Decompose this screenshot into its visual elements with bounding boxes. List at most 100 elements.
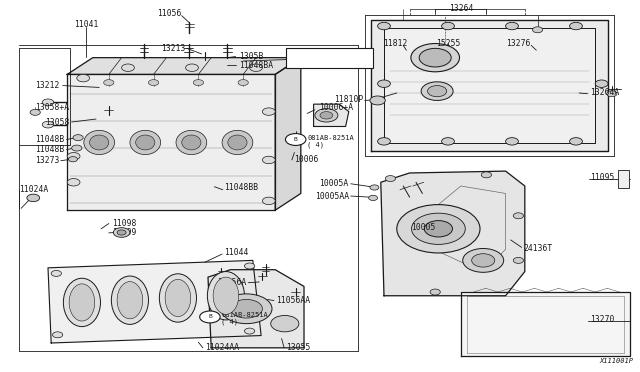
Circle shape bbox=[186, 64, 198, 71]
Text: 10006: 10006 bbox=[294, 155, 319, 164]
Text: 13276: 13276 bbox=[506, 39, 531, 48]
Circle shape bbox=[570, 138, 582, 145]
Polygon shape bbox=[48, 260, 261, 343]
Text: 13212: 13212 bbox=[35, 81, 60, 90]
Polygon shape bbox=[67, 58, 301, 74]
Text: 11048B: 11048B bbox=[35, 145, 65, 154]
Circle shape bbox=[513, 257, 524, 263]
Text: 10005A: 10005A bbox=[319, 179, 349, 187]
Text: 11041: 11041 bbox=[74, 20, 99, 29]
Text: 10005AA: 10005AA bbox=[315, 192, 349, 201]
Circle shape bbox=[385, 176, 396, 182]
Bar bbox=[618, 170, 629, 188]
Circle shape bbox=[513, 213, 524, 219]
Ellipse shape bbox=[222, 131, 253, 155]
Text: B: B bbox=[208, 314, 212, 320]
Text: ( 4): ( 4) bbox=[307, 141, 324, 148]
Text: 11048BA: 11048BA bbox=[239, 61, 273, 70]
Text: 11098: 11098 bbox=[112, 219, 136, 228]
Circle shape bbox=[421, 82, 453, 100]
Circle shape bbox=[113, 228, 130, 237]
Polygon shape bbox=[314, 104, 349, 126]
Ellipse shape bbox=[228, 135, 247, 150]
Circle shape bbox=[378, 22, 390, 30]
Ellipse shape bbox=[165, 279, 191, 317]
Circle shape bbox=[411, 44, 460, 72]
Circle shape bbox=[370, 185, 379, 190]
Circle shape bbox=[77, 74, 90, 82]
Ellipse shape bbox=[182, 135, 201, 150]
Circle shape bbox=[244, 263, 255, 269]
Circle shape bbox=[430, 289, 440, 295]
Circle shape bbox=[67, 153, 80, 160]
Text: B: B bbox=[294, 137, 298, 142]
Text: 1305B: 1305B bbox=[239, 52, 263, 61]
Circle shape bbox=[68, 157, 77, 162]
Circle shape bbox=[419, 48, 451, 67]
Circle shape bbox=[117, 230, 126, 235]
Circle shape bbox=[424, 221, 452, 237]
Polygon shape bbox=[381, 171, 525, 296]
Circle shape bbox=[193, 80, 204, 86]
Circle shape bbox=[570, 22, 582, 30]
Text: 15255: 15255 bbox=[436, 39, 460, 48]
Circle shape bbox=[73, 135, 83, 141]
Circle shape bbox=[30, 109, 40, 115]
Circle shape bbox=[481, 172, 492, 178]
Text: 13264: 13264 bbox=[449, 4, 473, 13]
Circle shape bbox=[595, 80, 608, 87]
Text: 11810P: 11810P bbox=[334, 95, 364, 104]
Circle shape bbox=[315, 109, 338, 122]
Circle shape bbox=[200, 311, 220, 323]
Ellipse shape bbox=[159, 274, 196, 322]
Circle shape bbox=[262, 156, 275, 164]
Circle shape bbox=[51, 270, 61, 276]
Text: 00933-12890: 00933-12890 bbox=[306, 54, 353, 60]
Circle shape bbox=[506, 22, 518, 30]
Circle shape bbox=[428, 86, 447, 97]
Ellipse shape bbox=[90, 135, 109, 150]
Circle shape bbox=[320, 112, 333, 119]
Text: 10005: 10005 bbox=[411, 223, 435, 232]
Text: 11048BB: 11048BB bbox=[224, 183, 258, 192]
Ellipse shape bbox=[207, 272, 244, 320]
Circle shape bbox=[42, 99, 54, 106]
Ellipse shape bbox=[136, 135, 155, 150]
Circle shape bbox=[52, 332, 63, 338]
Circle shape bbox=[442, 22, 454, 30]
Circle shape bbox=[244, 328, 255, 334]
Text: PLUG(2): PLUG(2) bbox=[315, 60, 344, 67]
Circle shape bbox=[463, 248, 504, 272]
Polygon shape bbox=[371, 20, 608, 151]
Text: 11056: 11056 bbox=[157, 9, 181, 17]
Circle shape bbox=[506, 138, 518, 145]
Text: 11044: 11044 bbox=[224, 248, 248, 257]
Text: 11024A: 11024A bbox=[19, 185, 49, 194]
Text: 13058+A: 13058+A bbox=[35, 103, 69, 112]
Ellipse shape bbox=[84, 131, 115, 155]
Text: 11812: 11812 bbox=[383, 39, 408, 48]
Circle shape bbox=[67, 179, 80, 186]
Text: 13270: 13270 bbox=[590, 315, 614, 324]
Circle shape bbox=[42, 121, 54, 128]
Circle shape bbox=[397, 205, 480, 253]
Circle shape bbox=[607, 91, 617, 97]
Text: 13055: 13055 bbox=[286, 343, 310, 352]
Circle shape bbox=[285, 134, 306, 145]
Circle shape bbox=[221, 294, 272, 324]
Circle shape bbox=[262, 108, 275, 115]
Text: 13213: 13213 bbox=[161, 44, 186, 53]
Text: 081AB-8251A: 081AB-8251A bbox=[307, 135, 354, 141]
Text: 081AB-8251A: 081AB-8251A bbox=[221, 312, 268, 318]
Ellipse shape bbox=[63, 278, 100, 327]
Text: 13264A: 13264A bbox=[590, 88, 620, 97]
Ellipse shape bbox=[213, 277, 239, 314]
Polygon shape bbox=[384, 28, 595, 143]
Text: X111001P: X111001P bbox=[600, 358, 634, 364]
Text: 11099: 11099 bbox=[112, 228, 136, 237]
Circle shape bbox=[250, 64, 262, 71]
Circle shape bbox=[369, 195, 378, 201]
Circle shape bbox=[238, 80, 248, 86]
Circle shape bbox=[378, 138, 390, 145]
Text: 11056A: 11056A bbox=[217, 278, 246, 287]
